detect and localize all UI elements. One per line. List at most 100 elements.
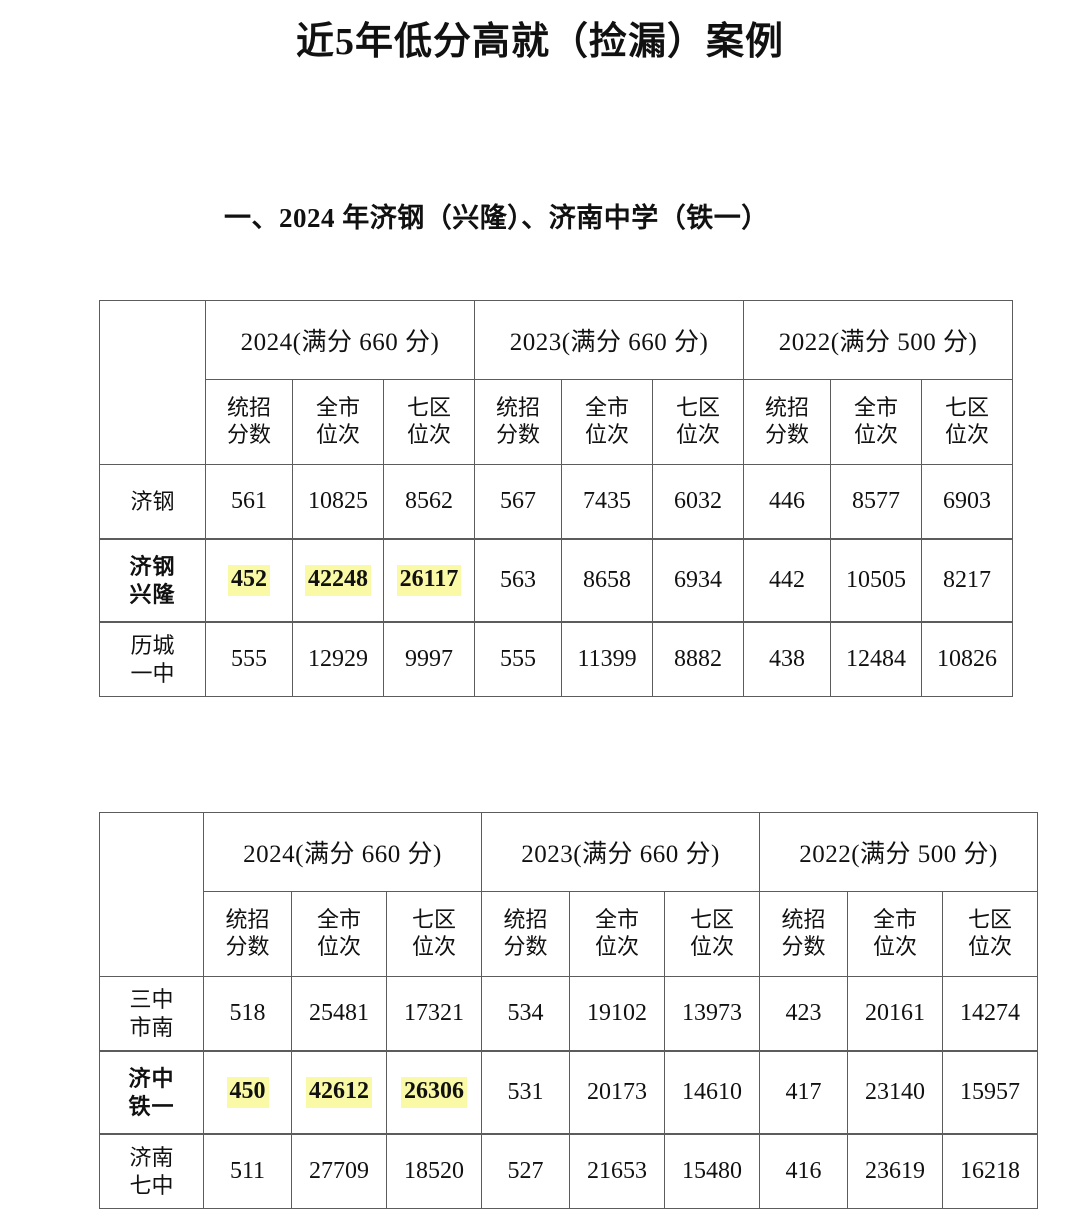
sub-header-row: 统招 分数 全市 位次 七区 位次 统招 分数 全市 位次 七区 位次 统招 分… <box>100 379 1014 465</box>
highlight-mark: 26117 <box>396 565 462 596</box>
data-cell: 6032 <box>652 464 745 540</box>
sub-header-row: 统招 分数 全市 位次 七区 位次 统招 分数 全市 位次 七区 位次 统招 分… <box>100 891 1039 977</box>
data-cell: 10505 <box>830 538 923 623</box>
row-label-school: 济钢 <box>99 464 206 540</box>
data-cell: 8577 <box>830 464 923 540</box>
sub-header-seven-rank-2024: 七区 位次 <box>382 379 476 465</box>
data-cell: 10825 <box>292 464 384 540</box>
data-cell: 417 <box>759 1050 849 1135</box>
data-cell: 423 <box>759 976 849 1052</box>
data-cell: 438 <box>743 621 832 697</box>
year-header-2022: 2022(满分 500 分) <box>743 300 1014 380</box>
data-cell: 42612 <box>291 1050 387 1135</box>
admission-table-jigang: 2024(满分 660 分) 2023(满分 660 分) 2022(满分 50… <box>99 300 1014 697</box>
table-corner-cell <box>99 300 206 465</box>
data-cell: 8658 <box>561 538 654 623</box>
data-cell: 14610 <box>664 1050 761 1135</box>
data-cell: 12929 <box>292 621 384 697</box>
data-cell: 416 <box>759 1133 849 1209</box>
year-header-row: 2024(满分 660 分) 2023(满分 660 分) 2022(满分 50… <box>99 812 1039 977</box>
sub-header-city-rank-2023: 全市 位次 <box>569 891 666 977</box>
data-cell: 518 <box>203 976 292 1052</box>
data-cell: 26306 <box>385 1050 483 1135</box>
data-cell: 42248 <box>292 538 384 623</box>
data-cell: 10826 <box>921 621 1014 697</box>
highlight-mark: 452 <box>228 565 270 596</box>
data-cell: 6934 <box>652 538 745 623</box>
data-cell: 15480 <box>664 1133 761 1209</box>
data-cell: 446 <box>743 464 832 540</box>
data-cell: 8562 <box>382 464 476 540</box>
row-label-school: 济中 铁一 <box>99 1050 204 1135</box>
data-cell: 527 <box>481 1133 571 1209</box>
sub-header-city-rank-2022: 全市 位次 <box>830 379 923 465</box>
data-cell: 25481 <box>291 976 387 1052</box>
highlight-mark: 42248 <box>305 565 371 596</box>
page-title: 近5年低分高就（捡漏）案例 <box>295 21 784 63</box>
data-cell: 9997 <box>382 621 476 697</box>
data-cell: 450 <box>203 1050 292 1135</box>
admission-table-jizhong: 2024(满分 660 分) 2023(满分 660 分) 2022(满分 50… <box>99 812 1039 1209</box>
year-header-2022: 2022(满分 500 分) <box>759 812 1039 892</box>
sub-header-city-rank-2023: 全市 位次 <box>561 379 654 465</box>
table-row: 济钢 兴隆 452 42248 26117 563 8658 6934 442 10505 821… <box>99 538 1014 623</box>
year-header-2023: 2023(满分 660 分) <box>481 812 761 892</box>
section-heading: 一、2024 年济钢（兴隆）、济南中学（铁一） <box>224 203 769 233</box>
sub-header-score-2022: 统招 分数 <box>759 891 849 977</box>
sub-header-seven-rank-2023: 七区 位次 <box>664 891 761 977</box>
sub-header-score-2024: 统招 分数 <box>205 379 293 465</box>
data-cell: 20161 <box>847 976 944 1052</box>
highlight-mark: 42612 <box>306 1077 372 1108</box>
year-header-2023: 2023(满分 660 分) <box>474 300 745 380</box>
sub-header-score-2023: 统招 分数 <box>474 379 563 465</box>
data-cell: 555 <box>474 621 563 697</box>
data-cell: 26117 <box>382 538 476 623</box>
data-cell: 19102 <box>569 976 666 1052</box>
sub-header-seven-rank-2022: 七区 位次 <box>942 891 1039 977</box>
data-cell: 17321 <box>385 976 483 1052</box>
data-cell: 13973 <box>664 976 761 1052</box>
sub-header-seven-rank-2024: 七区 位次 <box>385 891 483 977</box>
table-corner-cell <box>99 812 204 977</box>
highlight-mark: 450 <box>226 1077 269 1108</box>
data-cell: 23140 <box>847 1050 944 1135</box>
row-label-school: 三中 市南 <box>99 976 204 1052</box>
table-row: 济中 铁一 450 42612 26306 531 20173 14610 417 23140 1… <box>99 1050 1039 1135</box>
table-head: 2024(满分 660 分) 2023(满分 660 分) 2022(满分 50… <box>99 300 1014 465</box>
year-header-row: 2024(满分 660 分) 2023(满分 660 分) 2022(满分 50… <box>99 300 1014 465</box>
data-cell: 23619 <box>847 1133 944 1209</box>
sub-header-city-rank-2024: 全市 位次 <box>292 379 384 465</box>
data-cell: 8882 <box>652 621 745 697</box>
data-cell: 452 <box>205 538 293 623</box>
sub-header-seven-rank-2023: 七区 位次 <box>652 379 745 465</box>
data-cell: 14274 <box>942 976 1039 1052</box>
data-cell: 563 <box>474 538 563 623</box>
year-header-2024: 2024(满分 660 分) <box>202 812 483 892</box>
table-row: 三中 市南 518 25481 17321 534 19102 13973 423 20161 1… <box>99 976 1039 1052</box>
row-label-school: 济钢 兴隆 <box>99 538 206 623</box>
data-cell: 18520 <box>385 1133 483 1209</box>
row-label-school: 历城 一中 <box>99 621 206 697</box>
data-cell: 511 <box>203 1133 292 1209</box>
row-label-school: 济南 七中 <box>99 1133 204 1209</box>
data-cell: 12484 <box>830 621 923 697</box>
data-cell: 531 <box>481 1050 571 1135</box>
table-head: 2024(满分 660 分) 2023(满分 660 分) 2022(满分 50… <box>99 812 1039 977</box>
data-cell: 11399 <box>561 621 654 697</box>
table-row: 历城 一中 555 12929 9997 555 11399 8882 438 12484 108… <box>99 621 1014 697</box>
sub-header-city-rank-2022: 全市 位次 <box>847 891 944 977</box>
year-header-2024: 2024(满分 660 分) <box>204 300 476 380</box>
data-cell: 15957 <box>942 1050 1039 1135</box>
data-cell: 8217 <box>921 538 1014 623</box>
data-cell: 567 <box>474 464 563 540</box>
sub-header-city-rank-2024: 全市 位次 <box>291 891 387 977</box>
data-cell: 16218 <box>942 1133 1039 1209</box>
data-cell: 20173 <box>569 1050 666 1135</box>
table-body: 济钢 561 10825 8562 567 7435 6032 446 8577 6903 济钢 兴… <box>99 464 1014 697</box>
data-cell: 561 <box>205 464 293 540</box>
data-cell: 7435 <box>561 464 654 540</box>
data-cell: 555 <box>205 621 293 697</box>
table-body: 三中 市南 518 25481 17321 534 19102 13973 423 20161 1… <box>99 976 1039 1209</box>
data-cell: 442 <box>743 538 832 623</box>
